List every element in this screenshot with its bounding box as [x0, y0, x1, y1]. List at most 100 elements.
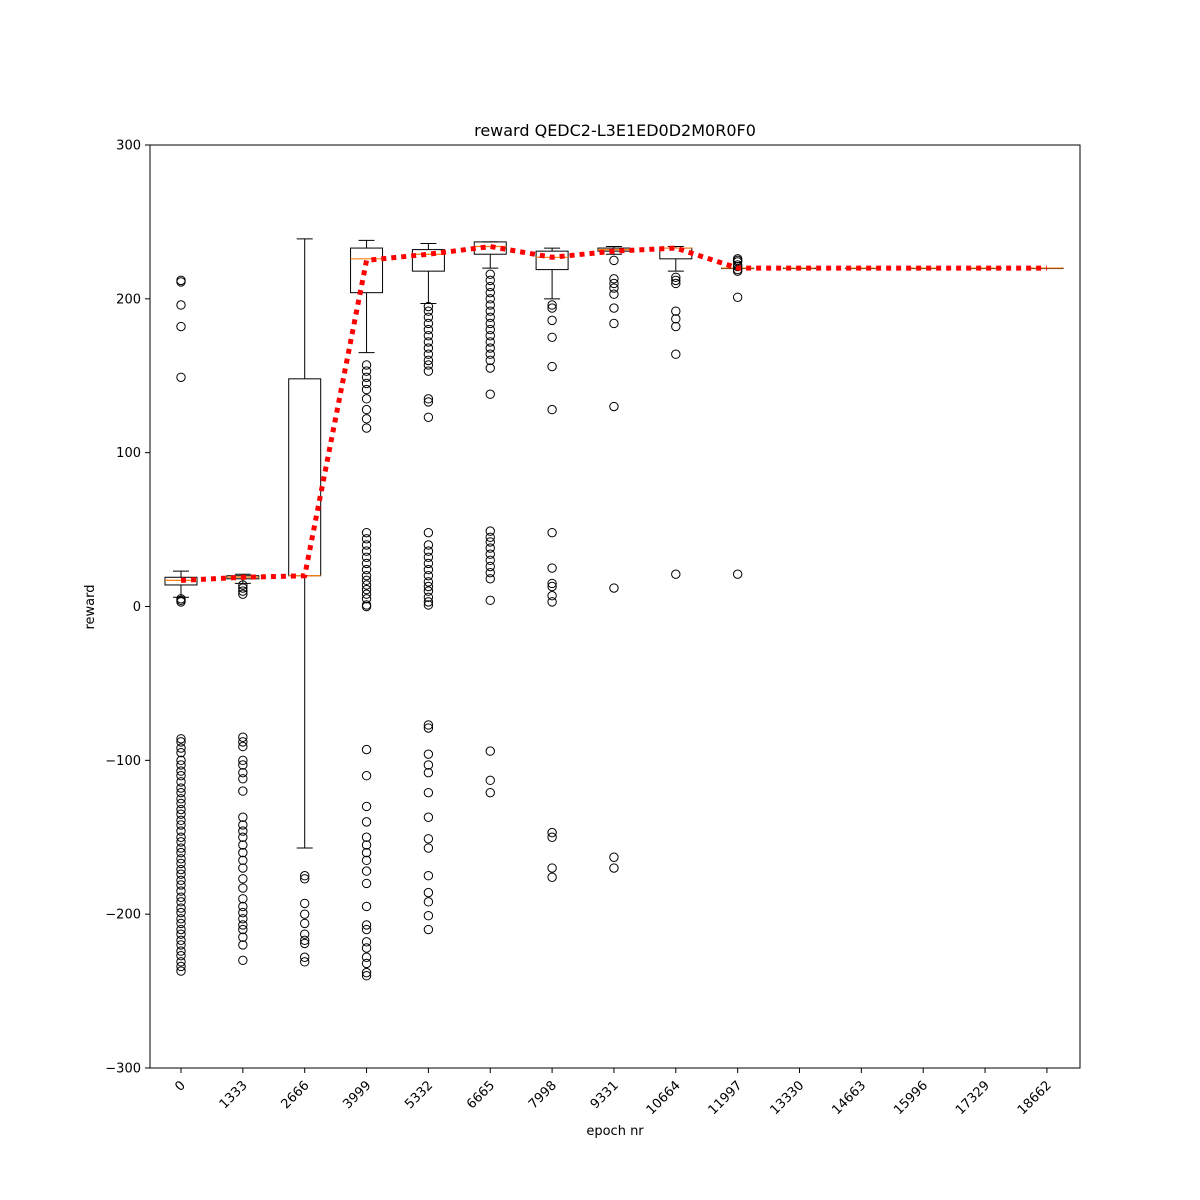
outlier-point [176, 832, 186, 842]
outlier-point [176, 837, 186, 847]
outlier-point [361, 937, 372, 947]
outlier-point [423, 871, 434, 881]
outlier-point [423, 360, 434, 370]
box-group [226, 573, 260, 966]
outlier-point [361, 580, 372, 590]
outlier-point [423, 394, 434, 404]
outlier-point [671, 278, 681, 289]
outlier-point [361, 878, 372, 889]
outlier-point [176, 847, 186, 858]
outlier-point [361, 571, 372, 581]
outlier-point [176, 929, 186, 939]
outlier-point [176, 777, 186, 787]
outlier-point [176, 966, 186, 976]
x-tick-label: 5332 [402, 1078, 436, 1112]
outlier-point [547, 563, 557, 573]
outlier-point [423, 324, 434, 335]
outlier-point [423, 355, 434, 366]
outlier-point [361, 552, 372, 562]
outlier-point [238, 774, 248, 784]
outlier-point [361, 540, 372, 550]
outlier-point [547, 315, 557, 326]
outlier-point [176, 734, 186, 744]
outlier-point [238, 955, 248, 966]
outlier-point [176, 594, 186, 604]
outlier-point [176, 892, 186, 902]
outlier-point [176, 809, 186, 819]
outlier-point [485, 337, 495, 347]
plot-frame [149, 144, 1081, 1069]
outlier-point [547, 303, 557, 313]
outlier-point [423, 720, 434, 730]
outlier-point [176, 755, 186, 766]
outlier-point [547, 581, 557, 592]
outlier-point [238, 874, 248, 884]
outlier-point [423, 586, 434, 596]
outlier-point [238, 755, 248, 766]
outlier-point [485, 595, 495, 606]
x-tick-label: 1333 [217, 1078, 251, 1112]
outlier-point [176, 843, 186, 853]
outlier-point [176, 880, 186, 890]
outlier-point [423, 301, 434, 312]
outlier-point [176, 787, 186, 798]
outlier-point [176, 794, 186, 804]
outlier-point [732, 264, 743, 275]
y-tick-label: 200 [116, 292, 141, 307]
outlier-point [485, 324, 495, 335]
outlier-point [547, 527, 557, 538]
outlier-point [176, 935, 186, 946]
mean-line [180, 244, 1047, 583]
outlier-point [176, 875, 186, 886]
outlier-point [423, 760, 434, 770]
outlier-point [609, 289, 619, 299]
outlier-point [423, 412, 434, 422]
plot-area [164, 238, 1064, 981]
outlier-point [238, 812, 248, 822]
outlier-point [423, 924, 434, 935]
outlier-point [176, 869, 186, 879]
outlier-point [423, 349, 434, 359]
outlier-point [361, 817, 372, 827]
outlier-point [423, 366, 434, 376]
outlier-point [423, 592, 434, 602]
x-tick-label: 14663 [829, 1078, 869, 1118]
outlier-point [609, 303, 619, 313]
outlier-point [176, 940, 186, 950]
outlier-point [423, 723, 434, 733]
outlier-point [485, 526, 495, 536]
outlier-point [423, 337, 434, 347]
outlier-point [485, 294, 495, 304]
outlier-point [176, 946, 186, 956]
outlier-point [176, 826, 186, 836]
outlier-point [238, 901, 248, 912]
outlier-point [485, 574, 495, 584]
outlier-point [732, 292, 743, 302]
outlier-point [300, 898, 310, 909]
box [350, 247, 384, 294]
box-group [350, 239, 384, 981]
outlier-point [671, 272, 681, 282]
outlier-point [361, 378, 372, 389]
y-tick-label: 0 [133, 600, 141, 615]
outlier-point [485, 281, 495, 292]
outlier-point [300, 871, 310, 881]
outlier-point [238, 832, 248, 842]
x-tick-label: 17329 [953, 1078, 993, 1118]
outlier-point [238, 586, 248, 596]
outlier-point [423, 887, 434, 898]
outlier-point [361, 546, 372, 556]
outlier-point [485, 561, 495, 572]
outlier-point [423, 767, 434, 778]
outlier-point [238, 767, 248, 778]
outlier-point [485, 275, 495, 286]
outlier-point [485, 537, 495, 547]
outlier-point [300, 938, 310, 949]
outlier-point [361, 866, 372, 876]
outlier-point [176, 854, 186, 864]
outlier-point [361, 423, 372, 433]
x-tick-label: 7998 [526, 1078, 560, 1112]
outlier-point [300, 918, 310, 929]
outlier-point [609, 283, 619, 293]
outlier-point [361, 360, 372, 370]
